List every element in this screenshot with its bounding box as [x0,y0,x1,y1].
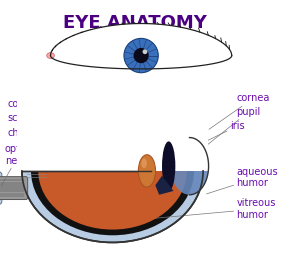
Text: conjunctiva: conjunctiva [8,99,65,118]
Text: vitreous
humor: vitreous humor [153,198,276,220]
FancyBboxPatch shape [0,172,2,204]
Bar [17,95,208,171]
Polygon shape [51,24,232,69]
Polygon shape [155,176,174,195]
Text: optic
nerve: optic nerve [1,144,33,186]
Ellipse shape [162,141,175,191]
Text: sclera: sclera [8,114,51,133]
Text: aqueous
humor: aqueous humor [206,167,278,194]
Text: choroid: choroid [8,128,44,156]
Ellipse shape [47,53,54,58]
Ellipse shape [31,107,194,235]
Text: pupil: pupil [203,107,261,148]
Text: cornea: cornea [209,94,270,129]
Text: EYE ANATOMY: EYE ANATOMY [63,14,207,32]
Ellipse shape [138,155,156,187]
Text: retina: retina [36,155,100,178]
Ellipse shape [38,112,187,230]
Text: iris: iris [177,121,245,155]
Ellipse shape [170,137,208,195]
FancyBboxPatch shape [0,177,28,199]
Ellipse shape [22,99,203,242]
Text: lens: lens [131,152,151,173]
Ellipse shape [141,159,147,168]
Text: ciliary body: ciliary body [99,201,162,211]
Text: chamber
angle: chamber angle [91,109,158,143]
Ellipse shape [133,48,149,63]
Ellipse shape [124,38,158,73]
Ellipse shape [143,49,147,54]
